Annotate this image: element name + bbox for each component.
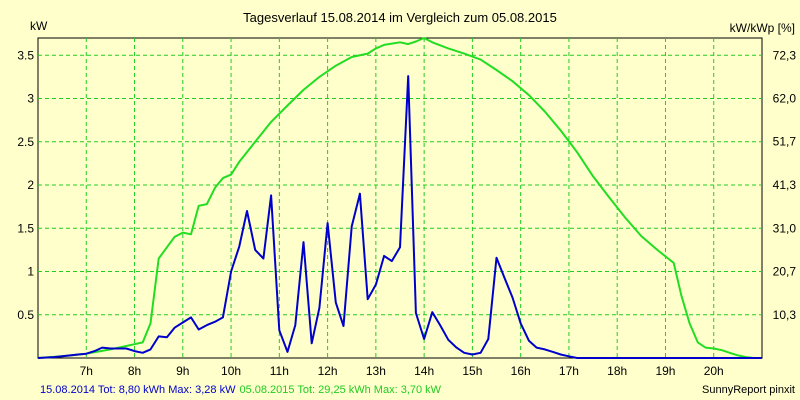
x-tick-label: 9h bbox=[176, 364, 189, 378]
footer-series-1: 15.08.2014 Tot: 8,80 kWh Max: 3,28 kW bbox=[40, 384, 236, 396]
x-tick-label: 10h bbox=[221, 364, 241, 378]
y-tick-label-left: 1.5 bbox=[17, 221, 34, 235]
x-tick-label: 16h bbox=[511, 364, 531, 378]
y-tick-label-left: 0.5 bbox=[17, 308, 34, 322]
x-tick-label: 15h bbox=[462, 364, 482, 378]
footer-credit: SunnyReport pinxit bbox=[702, 384, 795, 396]
x-tick-label: 7h bbox=[80, 364, 93, 378]
x-tick-label: 12h bbox=[318, 364, 338, 378]
grid bbox=[38, 38, 762, 358]
y-tick-label-left: 3.5 bbox=[17, 48, 34, 62]
y-tick-label-left: 3 bbox=[27, 92, 34, 106]
chart-title: Tagesverlauf 15.08.2014 im Vergleich zum… bbox=[243, 10, 557, 25]
x-tick-label: 11h bbox=[270, 364, 289, 378]
x-tick-label: 17h bbox=[559, 364, 579, 378]
x-tick-label: 20h bbox=[704, 364, 724, 378]
y-axis-right: 10,3 20,7 31,0 41,3 51,7 62,0 72,3 bbox=[773, 49, 797, 322]
y-tick-label-left: 2 bbox=[27, 178, 34, 192]
x-tick-label: 18h bbox=[607, 364, 627, 378]
series-line-1 bbox=[37, 75, 762, 359]
x-tick-label: 13h bbox=[366, 364, 386, 378]
y-tick-label-right: 41,3 bbox=[773, 178, 797, 192]
footer-legend: 15.08.2014 Tot: 8,80 kWh Max: 3,28 kW 05.… bbox=[40, 384, 442, 396]
y-tick-label-left: 2.5 bbox=[17, 135, 34, 149]
x-axis: 7h 8h 9h 10h 11h 12h 13h 14h 15h 16h 17h 18h 19h 20h bbox=[80, 364, 724, 378]
x-tick-label: 14h bbox=[414, 364, 434, 378]
y-tick-label-right: 62,0 bbox=[773, 92, 797, 106]
y-tick-label-right: 20,7 bbox=[773, 264, 797, 278]
y-axis-left-label: kW bbox=[30, 19, 48, 33]
footer-series-2: 05.08.2015 Tot: 29,25 kWh Max: 3,70 kW bbox=[239, 384, 441, 396]
y-tick-label-right: 31,0 bbox=[773, 221, 797, 235]
y-axis-left: 0.5 1 1.5 2 2.5 3 3.5 bbox=[17, 48, 34, 321]
series-group bbox=[37, 37, 762, 359]
y-axis-right-label: kW/kWp [%] bbox=[730, 21, 795, 35]
plot-area bbox=[37, 37, 763, 359]
y-tick-label-right: 72,3 bbox=[773, 49, 797, 63]
x-tick-label: 8h bbox=[128, 364, 141, 378]
y-tick-label-left: 1 bbox=[27, 265, 34, 279]
x-tick-label: 19h bbox=[655, 364, 675, 378]
series-line-2 bbox=[37, 37, 762, 359]
y-tick-label-right: 51,7 bbox=[773, 135, 797, 149]
y-tick-label-right: 10,3 bbox=[773, 308, 797, 322]
